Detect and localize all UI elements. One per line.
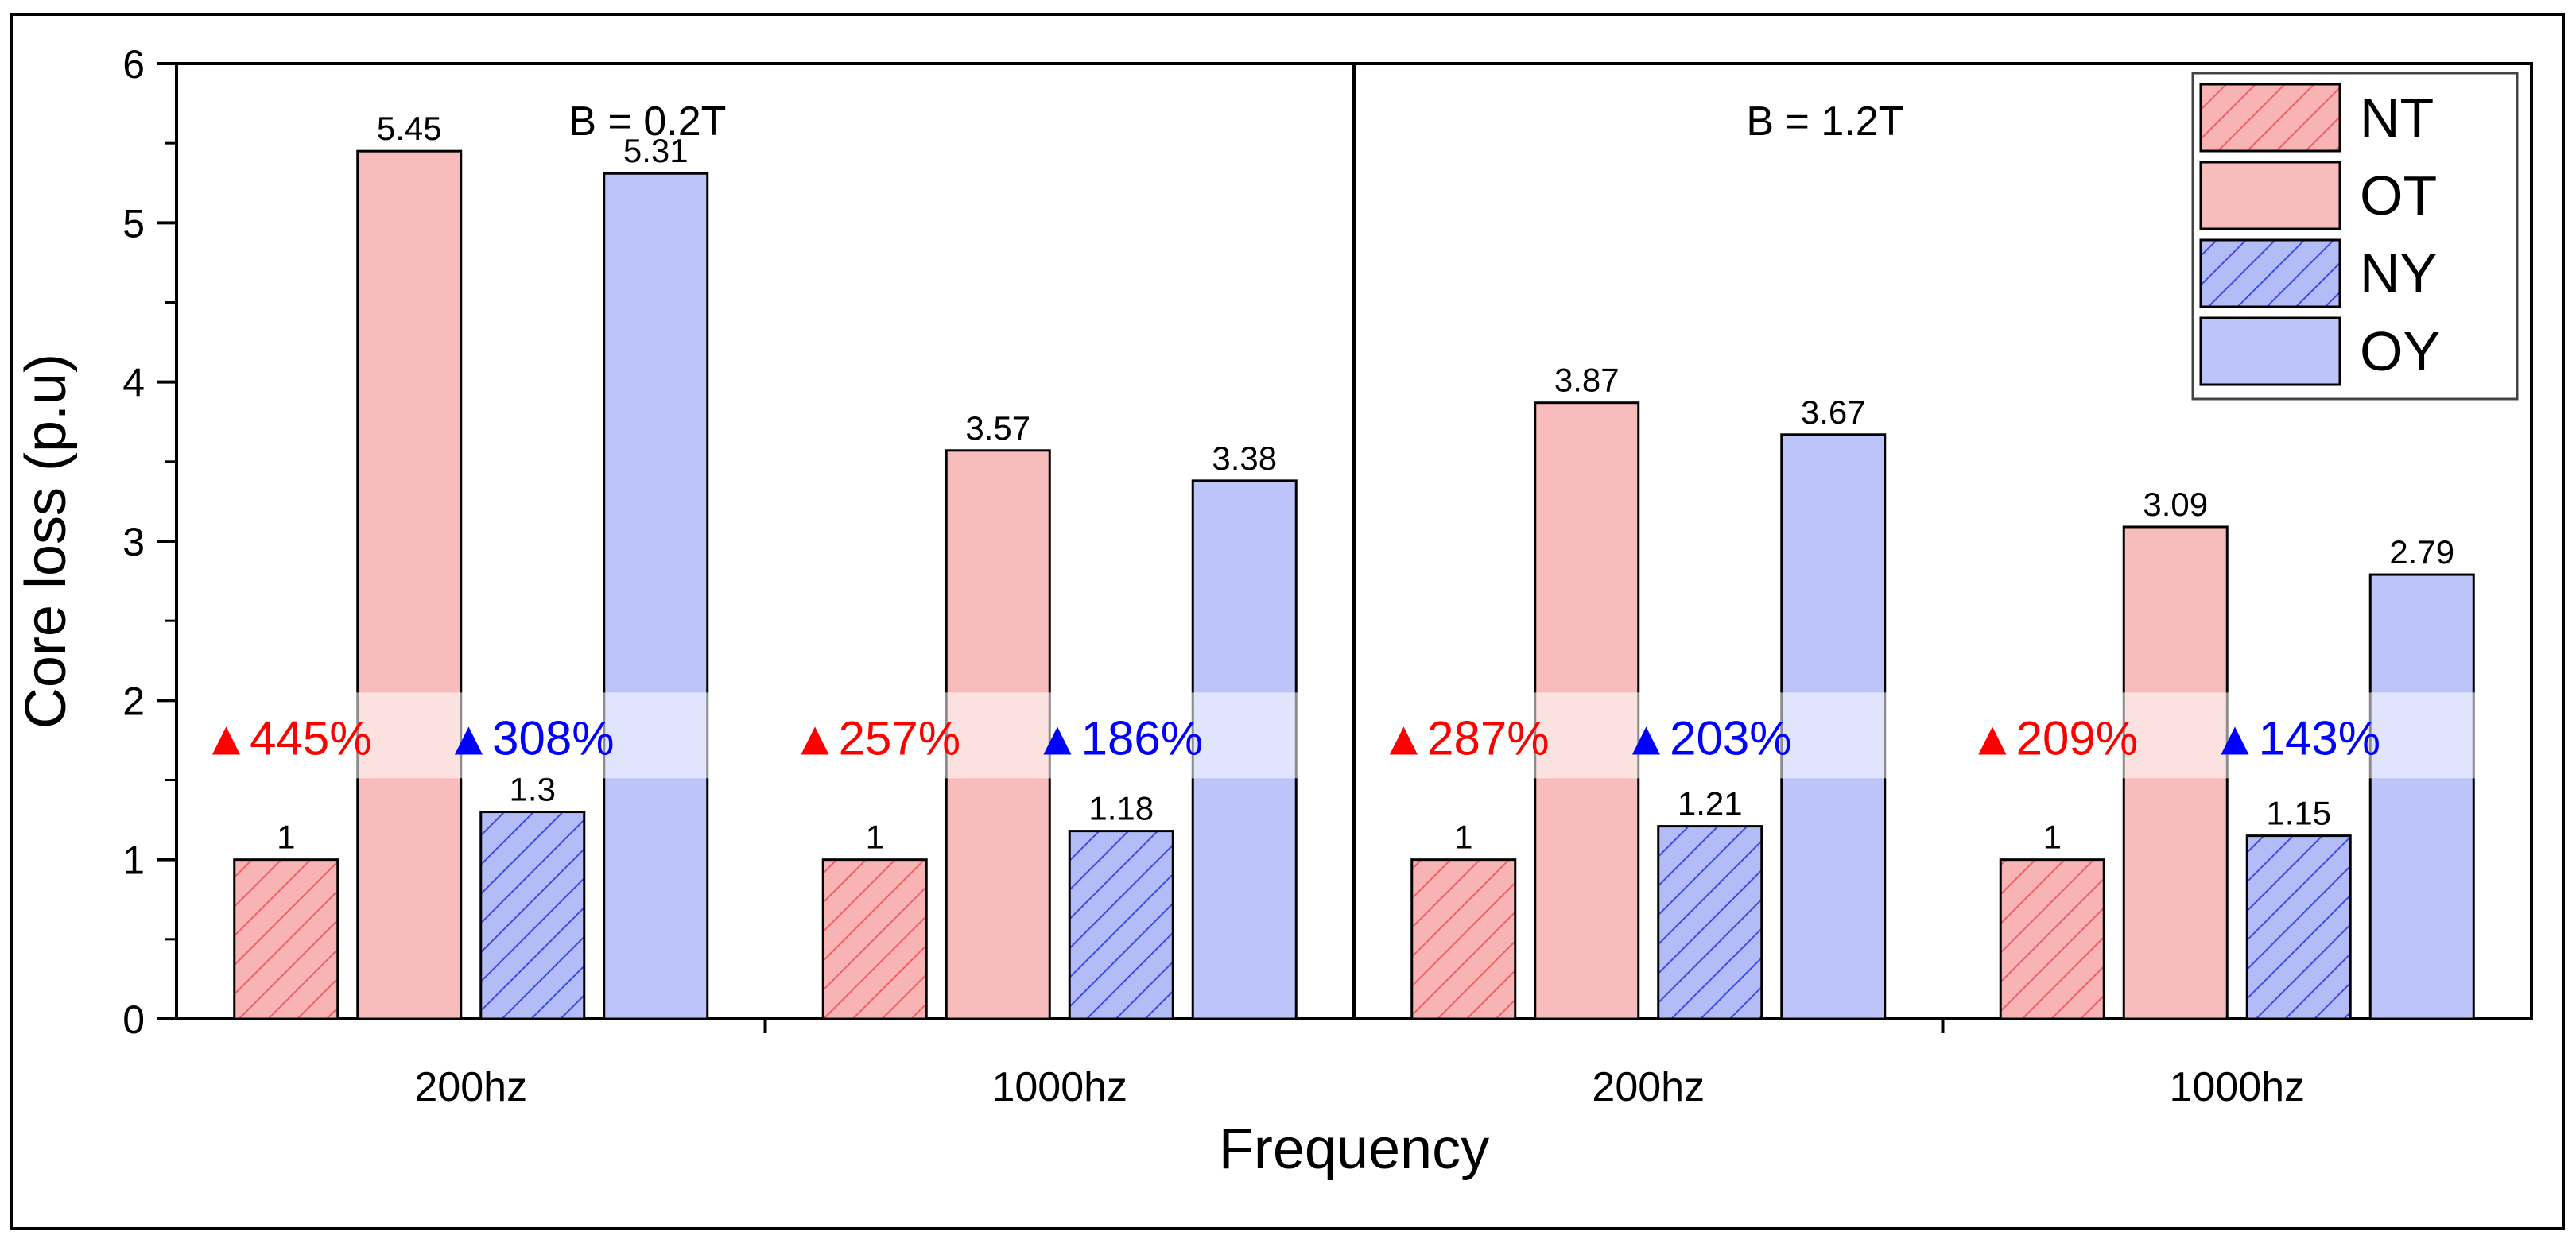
increase-label-Y: ▲186% (1034, 711, 1203, 765)
y-tick-label: 3 (122, 520, 145, 564)
increase-label-Y: ▲308% (445, 711, 615, 765)
data-label-ot: 3.09 (2143, 486, 2208, 523)
bar-ny (479, 811, 586, 1020)
data-label-oy: 3.67 (1801, 393, 1866, 431)
legend-label-ot: OT (2360, 165, 2437, 227)
y-tick-label: 2 (122, 679, 145, 723)
panel-label: B = 0.2T (568, 99, 726, 145)
legend-swatch-nt (2199, 83, 2341, 153)
bar-nt (821, 858, 928, 1020)
y-axis-title: Core loss (p.u) (14, 354, 78, 729)
data-label-oy: 5.31 (623, 132, 689, 169)
bar-oy (603, 172, 709, 1020)
bar-nt (1999, 858, 2105, 1020)
y-tick-label: 6 (122, 42, 145, 87)
increase-band (1433, 692, 1903, 779)
y-tick-label: 1 (122, 838, 145, 883)
increase-label-T: ▲209% (1969, 711, 2138, 765)
bar-ny (1657, 825, 1763, 1020)
bar-nt (233, 858, 339, 1020)
x-category-label: 1000hz (2169, 1064, 2305, 1110)
outer-frame (10, 13, 2565, 1230)
y-tick-label: 4 (122, 361, 145, 405)
x-axis-title: Frequency (1219, 1117, 1489, 1181)
legend-swatch-oy (2199, 316, 2341, 386)
data-label-oy: 2.79 (2389, 533, 2454, 571)
legend-label-oy: OY (2360, 320, 2440, 382)
x-category-label: 1000hz (991, 1064, 1127, 1110)
increase-label-Y: ▲143% (2211, 711, 2380, 765)
legend-label-nt: NT (2360, 87, 2434, 149)
data-label-ot: 3.57 (965, 409, 1030, 447)
x-category-label: 200hz (1592, 1064, 1705, 1110)
data-label-ny: 1.21 (1678, 785, 1743, 823)
y-tick-label: 5 (122, 201, 145, 246)
bar-ot (356, 149, 463, 1020)
panel-label: B = 1.2T (1746, 99, 1903, 145)
increase-band (844, 692, 1314, 779)
data-label-oy: 3.38 (1212, 440, 1277, 477)
data-label-nt: 1 (2043, 819, 2062, 856)
increase-label-T: ▲445% (203, 711, 372, 765)
increase-band (256, 692, 726, 779)
data-label-ot: 5.45 (377, 110, 442, 147)
bar-ny (1068, 830, 1174, 1020)
increase-label-T: ▲257% (791, 711, 960, 765)
legend-swatch-ny (2199, 238, 2341, 308)
bar-nt (1410, 858, 1517, 1020)
data-label-ot: 3.87 (1554, 362, 1620, 399)
increase-band (2022, 692, 2492, 779)
legend-swatch-ot (2199, 161, 2341, 230)
increase-label-Y: ▲203% (1623, 711, 1792, 765)
y-tick-label: 0 (122, 997, 145, 1042)
legend-label-ny: NY (2360, 242, 2437, 304)
increase-label-T: ▲287% (1380, 711, 1550, 765)
bar-ny (2245, 834, 2352, 1020)
data-label-nt: 1 (866, 819, 884, 856)
data-label-nt: 1 (1454, 819, 1472, 856)
data-label-ny: 1.15 (2266, 795, 2331, 832)
data-label-nt: 1 (277, 819, 295, 856)
bar-oy (2368, 573, 2475, 1020)
data-label-ny: 1.18 (1088, 790, 1154, 827)
x-category-label: 200hz (414, 1064, 527, 1110)
